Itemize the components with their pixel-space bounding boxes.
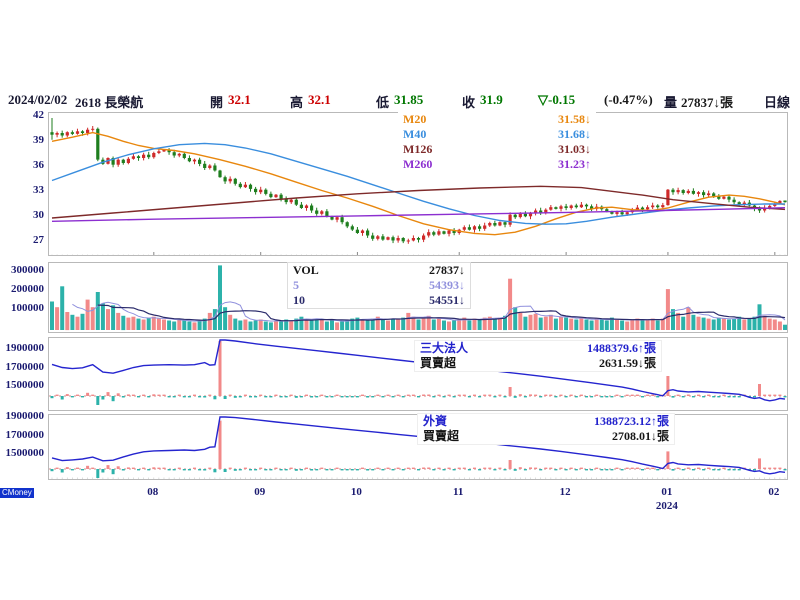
y-axis-label: 1500000 bbox=[5, 379, 45, 391]
y-axis-label: 36 bbox=[33, 159, 44, 171]
low-label: 低 bbox=[376, 95, 390, 110]
legend-row: 買賣超 2631.59↓張 bbox=[420, 356, 656, 371]
open-label: 開 bbox=[210, 95, 224, 110]
institutional-legend: 三大法人 1488379.6↑張買賣超 2631.59↓張 bbox=[414, 340, 662, 372]
y-axis-label: 42 bbox=[33, 109, 44, 121]
legend-row: 三大法人 1488379.6↑張 bbox=[420, 341, 656, 356]
legend-row: 買賣超 2708.01↓張 bbox=[423, 429, 669, 444]
volume-label: 量 bbox=[664, 95, 678, 110]
high-label: 高 bbox=[290, 95, 304, 110]
month-label: 12 bbox=[559, 486, 571, 498]
legend-label: M126 bbox=[403, 142, 433, 156]
legend-label: 5 bbox=[293, 278, 299, 292]
cmoney-watermark: CMoney bbox=[0, 488, 34, 498]
month-label: 11 bbox=[453, 486, 464, 498]
close-value: 31.9 bbox=[480, 92, 503, 107]
legend-row: 10 54551↓ bbox=[293, 293, 465, 308]
y-axis-label: 1700000 bbox=[5, 360, 45, 373]
y-axis-label: 1700000 bbox=[5, 428, 45, 441]
y-axis-label: 33 bbox=[33, 184, 44, 196]
legend-label: VOL bbox=[293, 263, 319, 277]
month-label: 08 bbox=[147, 486, 159, 498]
close-label: 收 bbox=[462, 95, 476, 110]
volume-legend: VOL 27837↓ 5 54393↓ 10 54551↓ bbox=[287, 262, 471, 309]
volume-value: 27837↓張 bbox=[681, 95, 734, 110]
legend-value: 2708.01↓張 bbox=[611, 429, 669, 443]
y-axis-label: 1900000 bbox=[5, 410, 45, 422]
legend-value: 31.23↑ bbox=[558, 157, 591, 171]
legend-label: M40 bbox=[403, 127, 427, 141]
legend-row: 外資 1388723.12↑張 bbox=[423, 414, 669, 429]
legend-value: 1388723.12↑張 bbox=[593, 414, 669, 428]
low-value: 31.85 bbox=[394, 92, 424, 107]
period-selector[interactable]: 日線 bbox=[764, 95, 791, 110]
legend-value: 31.03↓ bbox=[558, 142, 591, 156]
legend-row: VOL 27837↓ bbox=[293, 263, 465, 278]
y-axis-label: 300000 bbox=[11, 264, 44, 276]
change-value: ▽-0.15 bbox=[538, 92, 576, 107]
legend-label: 三大法人 bbox=[420, 341, 469, 355]
change-pct: (-0.47%) bbox=[604, 92, 653, 107]
legend-value: 54551↓ bbox=[429, 293, 465, 307]
legend-value: 31.58↓ bbox=[558, 112, 591, 126]
legend-value: 2631.59↓張 bbox=[598, 356, 656, 370]
ma-legend: M20 31.58↓ M40 31.68↓ M126 31.03↓ M260 31.23↑ bbox=[398, 112, 596, 172]
month-label: 10 bbox=[350, 486, 362, 498]
y-axis-label: 1900000 bbox=[5, 342, 45, 354]
open-value: 32.1 bbox=[228, 92, 251, 107]
high-value: 32.1 bbox=[308, 92, 331, 107]
legend-label: M20 bbox=[403, 112, 427, 126]
quote-date: 2024/02/02 bbox=[8, 92, 68, 107]
legend-value: 1488379.6↑張 bbox=[586, 341, 656, 355]
legend-value: 54393↓ bbox=[429, 278, 465, 292]
legend-label: 外資 bbox=[423, 414, 448, 428]
legend-row: M126 31.03↓ bbox=[403, 142, 591, 157]
year-label: 2024 bbox=[655, 500, 678, 512]
legend-value: 31.68↓ bbox=[558, 127, 591, 141]
month-label: 02 bbox=[768, 486, 780, 498]
legend-label: 買賣超 bbox=[423, 429, 460, 443]
legend-label: 買賣超 bbox=[420, 356, 457, 370]
legend-row: M260 31.23↑ bbox=[403, 157, 591, 172]
y-axis-label: 1500000 bbox=[5, 447, 45, 459]
legend-row: M40 31.68↓ bbox=[403, 127, 591, 142]
legend-value: 27837↓ bbox=[429, 263, 465, 277]
legend-label: M260 bbox=[403, 157, 433, 171]
y-axis-label: 30 bbox=[33, 209, 44, 221]
legend-label: 10 bbox=[293, 293, 305, 307]
month-label: 09 bbox=[254, 486, 266, 498]
y-axis-label: 39 bbox=[33, 134, 44, 146]
legend-row: 5 54393↓ bbox=[293, 278, 465, 293]
y-axis-label: 27 bbox=[33, 234, 44, 246]
legend-row: M20 31.58↓ bbox=[403, 112, 591, 127]
y-axis-label: 200000 bbox=[11, 283, 44, 295]
stock-symbol[interactable]: 2618 長榮航 bbox=[75, 95, 144, 110]
foreign-legend: 外資 1388723.12↑張買賣超 2708.01↓張 bbox=[417, 413, 675, 445]
month-label: 01 bbox=[661, 486, 673, 498]
y-axis-label: 100000 bbox=[11, 302, 44, 314]
